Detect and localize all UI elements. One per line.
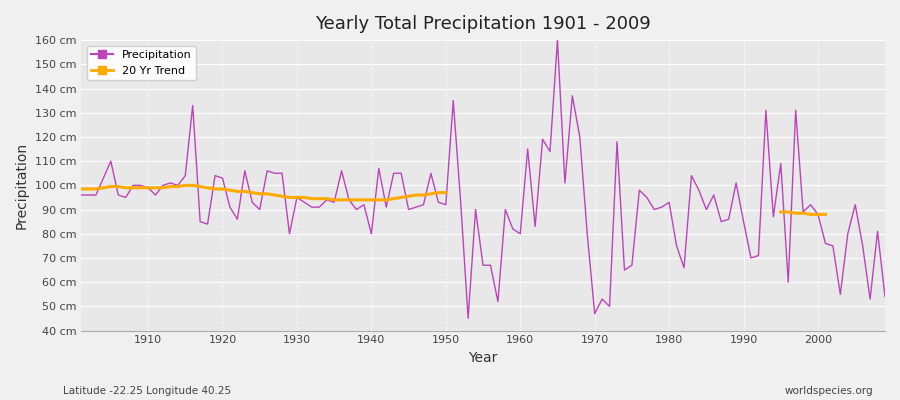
- Text: worldspecies.org: worldspecies.org: [785, 386, 873, 396]
- Title: Yearly Total Precipitation 1901 - 2009: Yearly Total Precipitation 1901 - 2009: [315, 15, 651, 33]
- X-axis label: Year: Year: [468, 351, 498, 365]
- Y-axis label: Precipitation: Precipitation: [15, 142, 29, 229]
- Text: Latitude -22.25 Longitude 40.25: Latitude -22.25 Longitude 40.25: [63, 386, 231, 396]
- Legend: Precipitation, 20 Yr Trend: Precipitation, 20 Yr Trend: [86, 46, 196, 80]
